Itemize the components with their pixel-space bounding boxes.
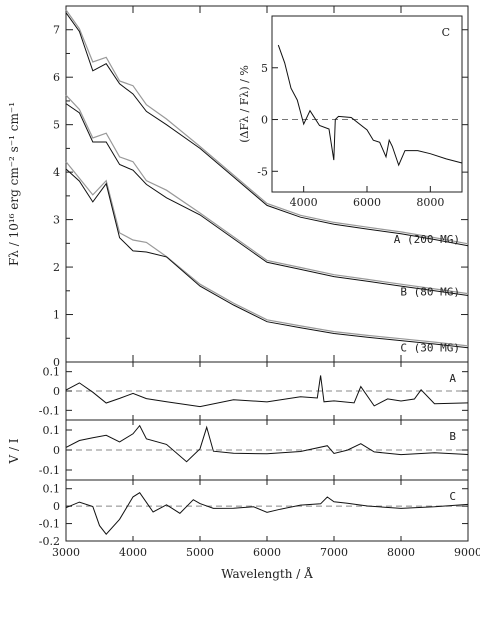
panel-c-series-line — [65, 492, 469, 535]
polarization-panel-c: -0.2 -0.1 0 0.1 C — [39, 479, 469, 548]
panel-b-series-line — [65, 424, 469, 463]
series-line — [65, 103, 469, 296]
x-tick-label: 4000 — [119, 546, 147, 559]
inset-y-tick-label: 0 — [261, 114, 268, 127]
x-tick-label: 8000 — [387, 546, 415, 559]
inset-x-tick-label: 6000 — [353, 196, 381, 209]
series-model-line — [65, 161, 469, 347]
polarization-panel-a: -0.1 0 0.1 A — [39, 361, 469, 421]
panel-a-y-tick-label: 0.1 — [43, 366, 61, 379]
inset-y-tick-label: 5 — [261, 62, 268, 75]
panel-b-y-tick-label: 0 — [53, 444, 60, 457]
x-axis-label: Wavelength / Å — [221, 566, 313, 581]
series-line — [65, 168, 469, 349]
inset-x-tick-label: 8000 — [416, 196, 444, 209]
panel-c-y-tick-label: -0.2 — [39, 535, 60, 548]
polarization-y-axis-label: V / I — [7, 438, 21, 464]
inset-series-line — [277, 44, 463, 167]
series-line — [65, 12, 469, 247]
series-model-line — [65, 94, 469, 295]
main-y-tick-label: 1 — [53, 309, 60, 322]
panel-c-y-tick-label: -0.1 — [39, 518, 60, 531]
inset-y-tick-label: -5 — [257, 165, 268, 178]
polarization-panel-b: -0.1 0 0.1 B — [39, 419, 469, 481]
main-y-tick-label: 7 — [53, 24, 60, 37]
panel-b-y-tick-label: 0.1 — [43, 424, 61, 437]
inset-y-axis-label: (ΔFλ / Fλ) / % — [238, 65, 251, 143]
main-spectrum-panel: 0 1 2 3 4 5 6 7 A (200 MG) B (80 MG) C (30 MG) — [53, 5, 469, 369]
panel-c-y-tick-label: 0.1 — [43, 483, 61, 496]
series-label: C (30 MG) — [400, 341, 460, 354]
series-model-line — [65, 9, 469, 245]
main-y-axis-label: Fλ / 10¹⁶ erg cm⁻² s⁻¹ cm⁻¹ — [7, 102, 21, 266]
x-tick-label: 9000 — [454, 546, 480, 559]
inset-title: C — [442, 26, 450, 39]
panel-a-y-tick-label: 0 — [53, 385, 60, 398]
panel-a-y-tick-label: -0.1 — [39, 404, 60, 417]
inset-frame — [271, 15, 463, 193]
series-label: B (80 MG) — [400, 285, 460, 298]
panel-c-frame — [65, 479, 469, 542]
main-y-tick-label: 6 — [53, 71, 60, 84]
main-y-tick-label: 2 — [53, 261, 60, 274]
inset-panel: -5 0 5 4000 6000 8000 C (ΔFλ / Fλ) / % — [238, 15, 463, 209]
panel-a-series-line — [65, 375, 469, 408]
panel-c-y-tick-label: 0 — [53, 500, 60, 513]
main-y-tick-label: 0 — [53, 356, 60, 369]
panel-b-label: B — [449, 430, 456, 443]
x-tick-label: 3000 — [52, 546, 80, 559]
main-y-tick-label: 4 — [53, 166, 60, 179]
main-y-tick-label: 3 — [53, 214, 60, 227]
main-y-tick-label: 5 — [53, 119, 60, 132]
panel-c-label: C — [449, 490, 456, 503]
series-label: A (200 MG) — [394, 233, 460, 246]
x-tick-label: 6000 — [253, 546, 281, 559]
x-tick-label: 5000 — [186, 546, 214, 559]
panel-a-label: A — [449, 372, 456, 385]
inset-x-tick-label: 4000 — [290, 196, 318, 209]
x-tick-label: 7000 — [320, 546, 348, 559]
panel-b-y-tick-label: -0.1 — [39, 464, 60, 477]
